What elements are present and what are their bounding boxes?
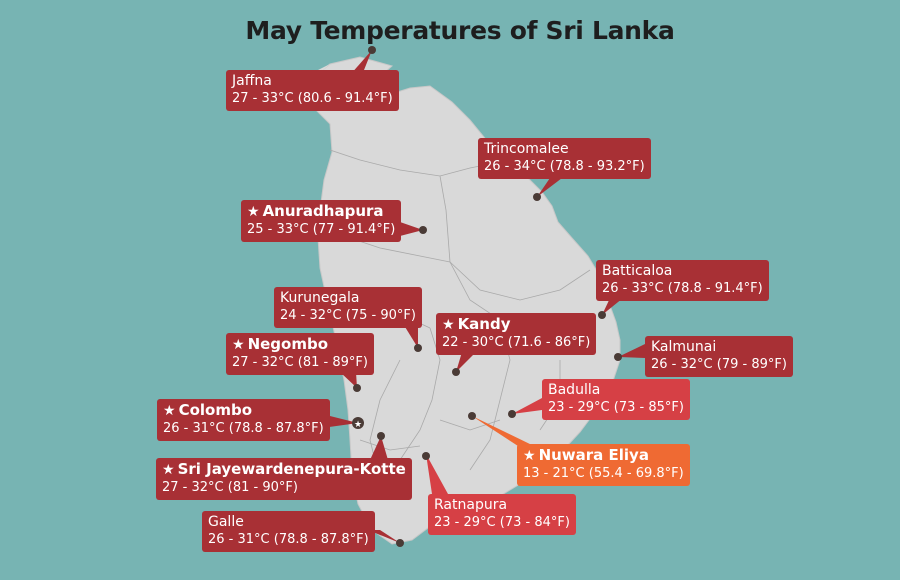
city-label-kalmunai: Kalmunai 26 - 32°C (79 - 89°F) [645, 336, 793, 377]
city-name: Colombo [178, 401, 252, 419]
pointers [322, 50, 645, 543]
city-label-trincomalee: Trincomalee 26 - 34°C (78.8 - 93.2°F) [478, 138, 651, 179]
city-name: Badulla [548, 382, 601, 398]
city-label-kotte: ★ Sri Jayewardenepura-Kotte 27 - 32°C (81… [156, 458, 412, 500]
pointer-colombo [322, 414, 358, 428]
star-icon: ★ [442, 317, 455, 333]
city-temp: 25 - 33°C (77 - 91.4°F) [247, 222, 396, 237]
dot-nuwara-eliya [468, 412, 476, 420]
city-label-batticaloa: Batticaloa 26 - 33°C (78.8 - 91.4°F) [596, 260, 769, 301]
pointer-kotte [370, 436, 388, 460]
city-temp: 26 - 34°C (78.8 - 93.2°F) [484, 159, 645, 174]
city-label-badulla: Badulla 23 - 29°C (73 - 85°F) [542, 379, 690, 420]
dot-jaffna [368, 46, 376, 54]
city-temp: 23 - 29°C (73 - 85°F) [548, 400, 684, 415]
svg-text:★: ★ [354, 420, 362, 430]
dot-kotte [377, 432, 385, 440]
city-label-anuradhapura: ★ Anuradhapura 25 - 33°C (77 - 91.4°F) [241, 200, 402, 242]
pointer-ratnapura [426, 454, 448, 494]
city-name: Negombo [247, 335, 329, 353]
city-label-jaffna: Jaffna 27 - 33°C (80.6 - 91.4°F) [226, 70, 399, 111]
city-label-kandy: ★ Kandy 22 - 30°C (71.6 - 86°F) [436, 313, 597, 355]
city-temp: 13 - 21°C (55.4 - 69.8°F) [523, 466, 684, 481]
star-icon: ★ [523, 448, 536, 464]
city-name: Batticaloa [602, 263, 673, 279]
pointer-badulla [512, 398, 542, 414]
pointer-kalmunai [618, 344, 645, 358]
dot-kalmunai [614, 353, 622, 361]
city-label-kurunegala: Kurunegala 24 - 32°C (75 - 90°F) [274, 287, 422, 328]
city-name: Kurunegala [280, 290, 360, 306]
city-temp: 27 - 33°C (80.6 - 91.4°F) [232, 91, 393, 106]
city-name: Jaffna [232, 73, 272, 89]
city-name: Galle [208, 514, 244, 530]
city-name: Anuradhapura [262, 202, 384, 220]
city-dots [353, 46, 622, 547]
city-temp: 26 - 32°C (79 - 89°F) [651, 357, 787, 372]
city-name: Trincomalee [484, 141, 569, 157]
city-label-colombo: ★ Colombo 26 - 31°C (78.8 - 87.8°F) [157, 399, 330, 441]
dot-kurunegala [414, 344, 422, 352]
pointer-galle [368, 530, 400, 543]
dot-batticaloa [598, 311, 606, 319]
dot-anuradhapura [419, 226, 427, 234]
pointer-kandy [456, 352, 476, 372]
city-name: Kandy [457, 315, 511, 333]
pointer-jaffna [350, 50, 372, 75]
page-title: May Temperatures of Sri Lanka [245, 16, 675, 45]
star-icon: ★ [163, 403, 176, 419]
city-name: Nuwara Eliya [538, 446, 649, 464]
pointer-anuradhapura [400, 222, 423, 236]
star-icon: ★ [232, 337, 245, 353]
city-temp: 26 - 31°C (78.8 - 87.8°F) [208, 532, 369, 547]
city-label-galle: Galle 26 - 31°C (78.8 - 87.8°F) [202, 511, 375, 552]
city-temp: 23 - 29°C (73 - 84°F) [434, 515, 570, 530]
pointer-negombo [340, 372, 357, 388]
city-temp: 22 - 30°C (71.6 - 86°F) [442, 335, 591, 350]
city-temp: 24 - 32°C (75 - 90°F) [280, 308, 416, 323]
city-label-negombo: ★ Negombo 27 - 32°C (81 - 89°F) [226, 333, 374, 375]
city-name: Ratnapura [434, 497, 508, 513]
city-temp: 27 - 32°C (81 - 90°F) [162, 480, 298, 495]
city-name: Kalmunai [651, 339, 717, 355]
dot-badulla [508, 410, 516, 418]
dot-kandy [452, 368, 460, 376]
dot-trincomalee [533, 193, 541, 201]
city-name: Sri Jayewardenepura-Kotte [177, 460, 406, 478]
dot-galle [396, 539, 404, 547]
pointer-trincomalee [537, 175, 566, 197]
dot-negombo [353, 384, 361, 392]
pointer-kurunegala [402, 322, 418, 348]
city-temp: 27 - 32°C (81 - 89°F) [232, 355, 368, 370]
city-label-ratnapura: Ratnapura 23 - 29°C (73 - 84°F) [428, 494, 576, 535]
star-icon: ★ [247, 204, 260, 220]
city-label-nuwara-eliya: ★ Nuwara Eliya 13 - 21°C (55.4 - 69.8°F) [517, 444, 690, 486]
dot-ratnapura [422, 452, 430, 460]
colombo-capital-marker: ★ [352, 417, 364, 430]
pointer-nuwara-eliya [472, 416, 534, 446]
city-temp: 26 - 33°C (78.8 - 91.4°F) [602, 281, 763, 296]
city-temp: 26 - 31°C (78.8 - 87.8°F) [163, 421, 324, 436]
star-icon: ★ [162, 462, 175, 478]
